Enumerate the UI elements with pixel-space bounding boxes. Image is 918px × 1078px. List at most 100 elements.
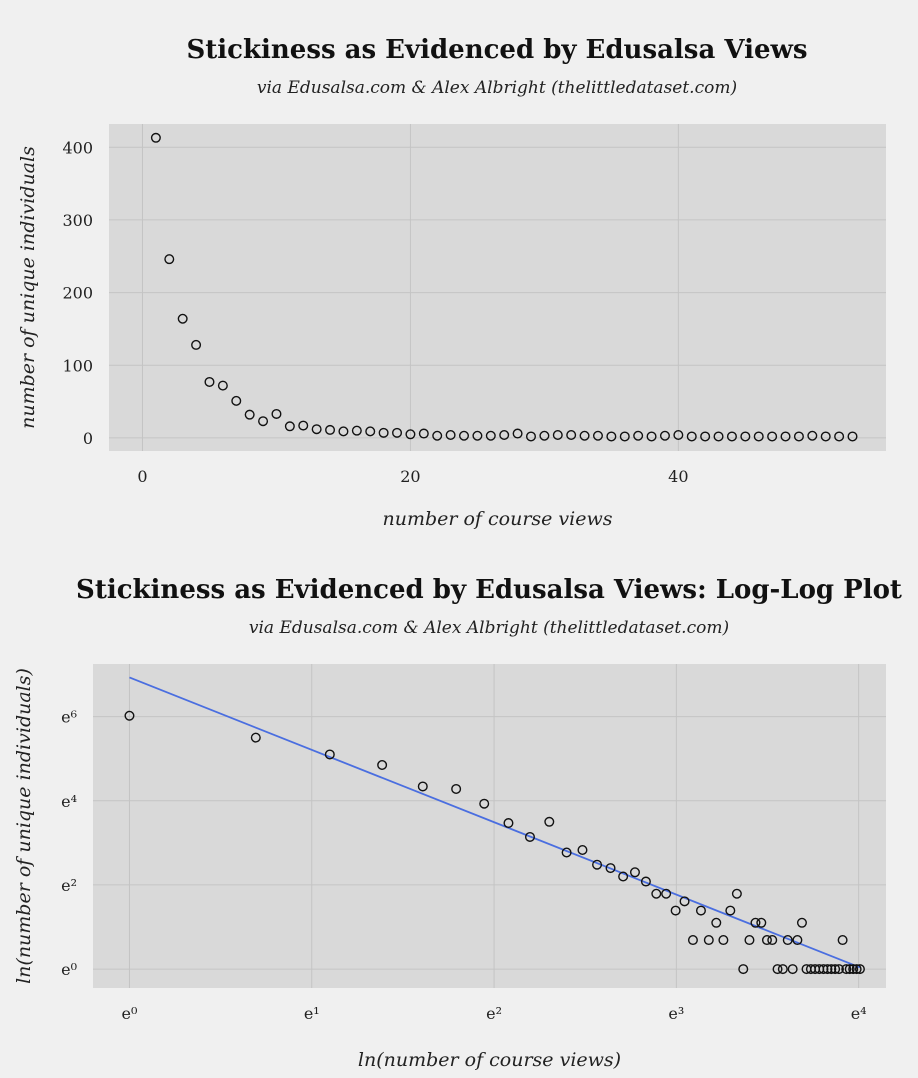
y-tick-label: 300 bbox=[62, 211, 93, 230]
data-point bbox=[459, 430, 470, 441]
data-point bbox=[761, 935, 772, 946]
data-point bbox=[479, 798, 490, 809]
data-point bbox=[792, 935, 803, 946]
data-point bbox=[718, 935, 729, 946]
data-point bbox=[365, 426, 376, 437]
data-point bbox=[606, 431, 617, 442]
data-point bbox=[833, 964, 844, 975]
y-tick-label: e⁶ bbox=[61, 708, 77, 727]
x-tick-label: e² bbox=[486, 1004, 502, 1023]
y-tick-label: e⁰ bbox=[61, 960, 77, 979]
data-point bbox=[826, 964, 837, 975]
x-tick-label: 40 bbox=[668, 467, 688, 486]
data-point bbox=[633, 430, 644, 441]
data-point bbox=[311, 424, 322, 435]
y-tick-label: 200 bbox=[62, 284, 93, 303]
data-point bbox=[605, 863, 616, 874]
data-point bbox=[780, 431, 791, 442]
data-point bbox=[351, 425, 362, 436]
data-point bbox=[782, 935, 793, 946]
data-point bbox=[204, 376, 215, 387]
data-point bbox=[325, 424, 336, 435]
data-point bbox=[244, 409, 255, 420]
data-point bbox=[738, 964, 749, 975]
x-tick-label: e⁰ bbox=[122, 1004, 138, 1023]
chart-subtitle: via Edusalsa.com & Alex Albright (thelit… bbox=[257, 78, 737, 98]
data-point bbox=[579, 430, 590, 441]
data-point bbox=[726, 431, 737, 442]
y-tick-label: e² bbox=[61, 876, 77, 895]
data-point bbox=[552, 430, 563, 441]
x-axis-label: ln(number of course views) bbox=[358, 1049, 621, 1071]
data-point bbox=[271, 408, 282, 419]
data-point bbox=[841, 964, 852, 975]
data-point bbox=[566, 430, 577, 441]
data-point bbox=[670, 905, 681, 916]
data-point bbox=[451, 783, 462, 794]
data-point bbox=[418, 428, 429, 439]
data-point bbox=[417, 781, 428, 792]
data-point bbox=[695, 905, 706, 916]
y-tick-label: e⁴ bbox=[61, 792, 77, 811]
data-point bbox=[445, 430, 456, 441]
regression-line bbox=[129, 676, 861, 969]
data-point bbox=[503, 818, 514, 829]
data-point bbox=[822, 964, 833, 975]
data-point bbox=[818, 964, 829, 975]
data-point bbox=[539, 430, 550, 441]
data-point bbox=[524, 831, 535, 842]
data-point bbox=[525, 431, 536, 442]
data-point bbox=[164, 254, 175, 265]
y-tick-label: 0 bbox=[83, 429, 93, 448]
data-point bbox=[673, 430, 684, 441]
data-point bbox=[793, 431, 804, 442]
data-point bbox=[150, 132, 161, 143]
data-point bbox=[725, 905, 736, 916]
y-tick-label: 100 bbox=[62, 356, 93, 375]
data-point bbox=[124, 710, 135, 721]
data-point bbox=[377, 759, 388, 770]
data-point bbox=[807, 430, 818, 441]
data-point bbox=[787, 964, 798, 975]
x-tick-label: 20 bbox=[400, 467, 420, 486]
x-tick-label: 0 bbox=[137, 467, 147, 486]
data-point bbox=[651, 888, 662, 899]
data-point bbox=[298, 420, 309, 431]
data-point bbox=[485, 430, 496, 441]
data-point bbox=[687, 935, 698, 946]
data-point bbox=[854, 964, 865, 975]
data-point bbox=[512, 428, 523, 439]
data-point bbox=[619, 431, 630, 442]
x-tick-label: e¹ bbox=[304, 1004, 320, 1023]
data-point bbox=[258, 416, 269, 427]
data-point bbox=[378, 427, 389, 438]
x-axis-label: number of course views bbox=[382, 508, 612, 530]
data-point bbox=[499, 430, 510, 441]
data-point bbox=[731, 888, 742, 899]
data-point bbox=[177, 313, 188, 324]
data-point bbox=[713, 431, 724, 442]
data-point bbox=[284, 421, 295, 432]
data-point bbox=[659, 430, 670, 441]
data-point bbox=[703, 935, 714, 946]
data-point bbox=[834, 431, 845, 442]
data-point bbox=[847, 431, 858, 442]
x-tick-label: e³ bbox=[668, 1004, 684, 1023]
data-point bbox=[629, 867, 640, 878]
data-point bbox=[472, 430, 483, 441]
chart-stickiness: Stickiness as Evidenced by Edusalsa View… bbox=[17, 35, 886, 530]
data-point bbox=[750, 917, 761, 928]
data-point bbox=[740, 431, 751, 442]
data-point bbox=[767, 935, 778, 946]
data-point bbox=[772, 964, 783, 975]
data-point bbox=[646, 431, 657, 442]
chart-loglog: Stickiness as Evidenced by Edusalsa View… bbox=[13, 575, 902, 1071]
data-point bbox=[191, 339, 202, 350]
data-point bbox=[405, 429, 416, 440]
data-point bbox=[711, 917, 722, 928]
data-point bbox=[777, 964, 788, 975]
chart-title: Stickiness as Evidenced by Edusalsa View… bbox=[186, 35, 807, 65]
x-tick-label: e⁴ bbox=[851, 1004, 867, 1023]
data-point bbox=[392, 427, 403, 438]
y-axis-label: ln(number of unique individuals) bbox=[13, 668, 35, 984]
